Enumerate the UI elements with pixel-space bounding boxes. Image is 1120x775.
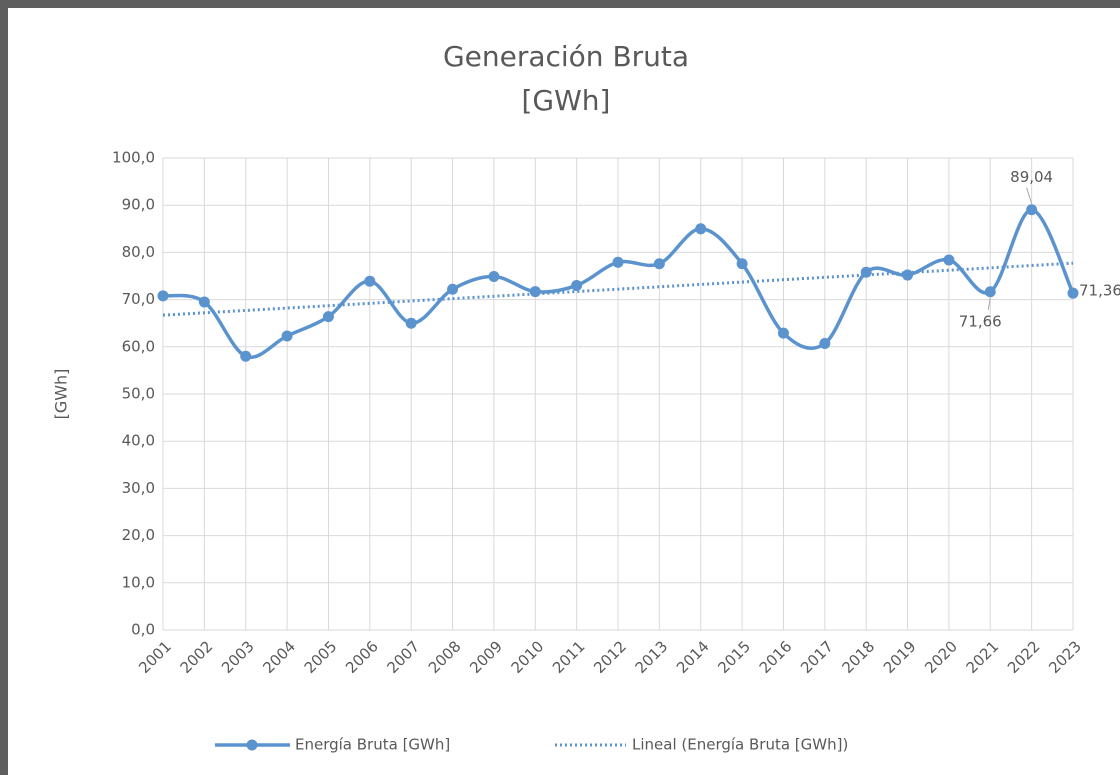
data-point — [695, 223, 707, 235]
data-point — [943, 254, 955, 266]
legend-label: Energía Bruta [GWh] — [295, 736, 450, 754]
legend-label: Lineal (Energía Bruta [GWh]) — [632, 736, 848, 754]
data-point — [364, 275, 376, 287]
data-point — [860, 266, 872, 278]
y-tick-label: 0,0 — [131, 621, 155, 639]
y-tick-label: 40,0 — [122, 432, 155, 450]
data-point — [405, 317, 417, 329]
data-label: 89,04 — [1010, 168, 1053, 186]
data-point — [447, 283, 459, 295]
chart-title: Generación Bruta — [443, 40, 689, 73]
y-tick-label: 60,0 — [122, 337, 155, 355]
y-tick-label: 20,0 — [122, 526, 155, 544]
data-point — [157, 290, 169, 302]
data-point — [819, 337, 831, 349]
data-point — [322, 311, 334, 323]
data-point — [902, 269, 914, 281]
chart-panel — [8, 8, 1120, 775]
data-point — [736, 258, 748, 270]
data-point — [777, 327, 789, 339]
chart-subtitle: [GWh] — [522, 84, 611, 117]
data-point — [198, 296, 210, 308]
y-tick-label: 80,0 — [122, 243, 155, 261]
data-point — [488, 270, 500, 282]
data-point — [612, 256, 624, 268]
data-point — [571, 279, 583, 291]
data-label: 71,36 — [1079, 282, 1120, 300]
legend-marker — [246, 739, 258, 751]
trendline — [162, 261, 1074, 317]
data-point — [240, 350, 252, 362]
data-point — [984, 286, 996, 298]
data-point — [281, 330, 293, 342]
data-point — [653, 258, 665, 270]
label-leader — [1026, 187, 1033, 204]
data-point — [1067, 287, 1079, 299]
label-leader — [987, 297, 991, 310]
y-tick-label: 10,0 — [122, 573, 155, 591]
data-point — [1026, 204, 1038, 216]
data-point — [529, 286, 541, 298]
y-tick-label: 90,0 — [122, 196, 155, 214]
data-label: 71,66 — [959, 312, 1002, 330]
y-tick-label: 70,0 — [122, 290, 155, 308]
y-tick-label: 50,0 — [122, 385, 155, 403]
y-tick-label: 100,0 — [112, 149, 155, 167]
y-axis-label: [GWh] — [52, 369, 71, 420]
y-tick-label: 30,0 — [122, 479, 155, 497]
